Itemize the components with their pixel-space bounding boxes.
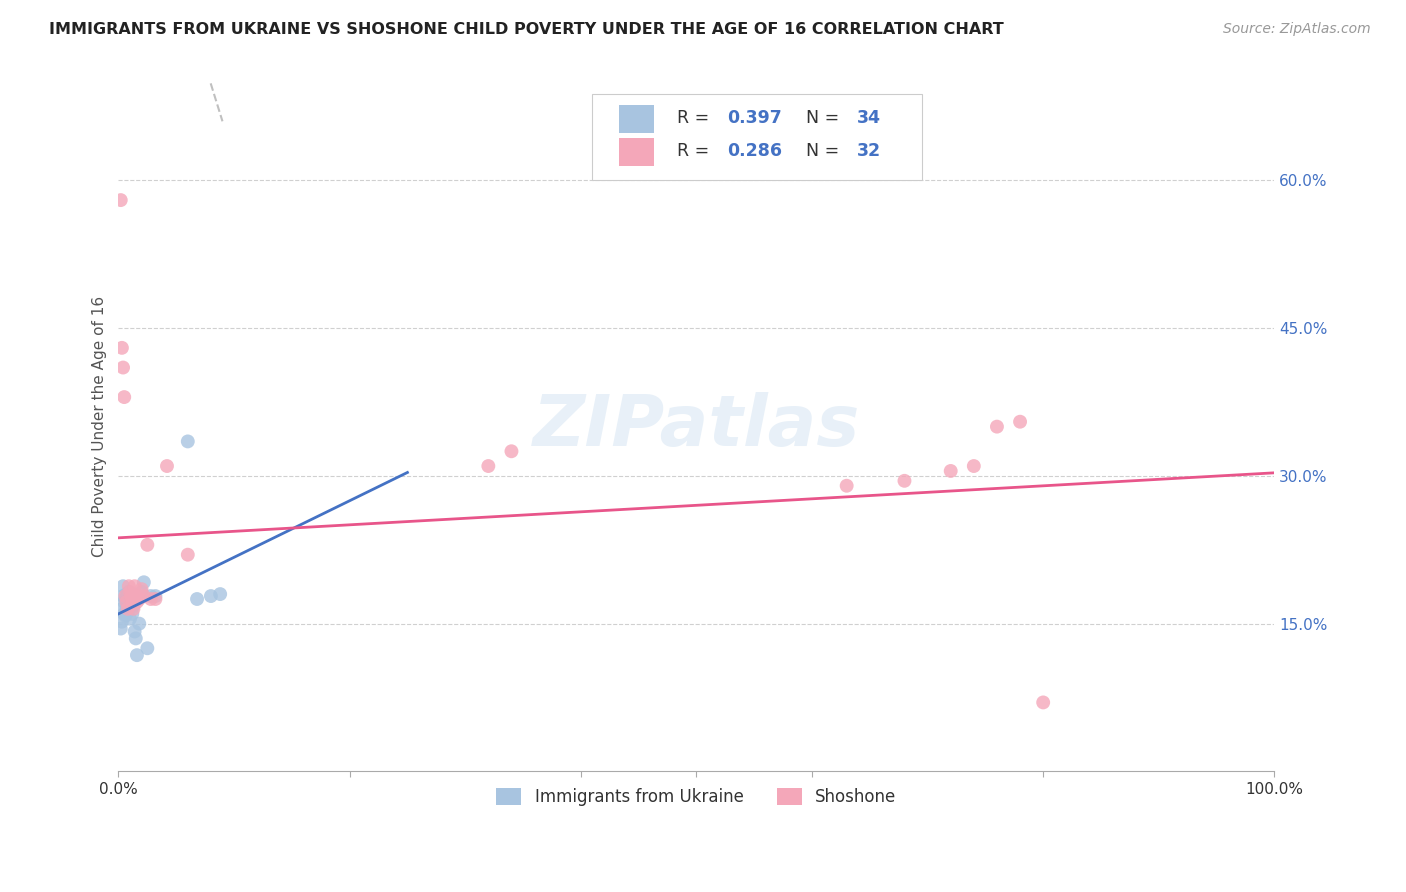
Text: 34: 34 <box>858 109 882 127</box>
Point <box>118 595 141 609</box>
Point <box>136 641 159 656</box>
Point <box>118 585 141 599</box>
Point <box>177 548 200 562</box>
Point <box>117 605 139 619</box>
Point <box>986 419 1008 434</box>
Point <box>117 589 139 603</box>
Point <box>118 599 141 613</box>
Point <box>114 608 136 623</box>
Point <box>156 458 179 473</box>
Point <box>111 615 134 629</box>
Point <box>139 589 162 603</box>
Point <box>209 587 232 601</box>
Point <box>139 592 162 607</box>
Point <box>136 538 159 552</box>
FancyBboxPatch shape <box>619 138 654 166</box>
Point <box>112 579 135 593</box>
Point <box>125 595 148 609</box>
Text: N =: N = <box>806 142 845 160</box>
Point <box>122 599 145 613</box>
Point <box>939 464 962 478</box>
Point <box>114 589 136 603</box>
Point <box>128 592 150 607</box>
Point <box>115 587 138 601</box>
Point <box>132 575 155 590</box>
Y-axis label: Child Poverty Under the Age of 16: Child Poverty Under the Age of 16 <box>93 296 107 558</box>
Point <box>121 592 143 607</box>
Point <box>112 595 135 609</box>
Point <box>186 592 208 607</box>
Point <box>111 602 134 616</box>
Point <box>125 648 148 662</box>
Point <box>118 579 141 593</box>
Text: 0.397: 0.397 <box>728 109 782 127</box>
Point <box>131 582 153 596</box>
Point <box>477 458 499 473</box>
Point <box>121 597 143 611</box>
Point <box>115 602 138 616</box>
Point <box>125 632 148 646</box>
Point <box>118 585 141 599</box>
Point <box>124 579 146 593</box>
Text: 0.286: 0.286 <box>728 142 783 160</box>
Point <box>125 589 148 603</box>
Point <box>117 602 139 616</box>
Text: Source: ZipAtlas.com: Source: ZipAtlas.com <box>1223 22 1371 37</box>
Point <box>112 607 135 621</box>
Point <box>501 444 523 458</box>
Point <box>132 589 155 603</box>
Point <box>893 474 915 488</box>
Point <box>115 595 138 609</box>
Point <box>835 479 858 493</box>
Text: R =: R = <box>676 109 714 127</box>
Point <box>111 341 134 355</box>
Point <box>112 360 135 375</box>
Point <box>1010 415 1032 429</box>
Point <box>177 434 200 449</box>
FancyBboxPatch shape <box>592 94 922 180</box>
Point <box>110 622 132 636</box>
FancyBboxPatch shape <box>619 105 654 133</box>
Point <box>145 592 167 607</box>
Text: R =: R = <box>676 142 714 160</box>
Point <box>121 607 143 621</box>
Point <box>112 589 135 603</box>
Legend: Immigrants from Ukraine, Shoshone: Immigrants from Ukraine, Shoshone <box>488 780 905 814</box>
Point <box>131 585 153 599</box>
Text: ZIPatlas: ZIPatlas <box>533 392 860 461</box>
Point <box>145 589 167 603</box>
Point <box>200 589 222 603</box>
Point <box>114 592 136 607</box>
Point <box>1032 695 1054 709</box>
Point <box>118 612 141 626</box>
Point <box>110 193 132 207</box>
Point <box>112 390 135 404</box>
Point <box>120 589 142 603</box>
Point <box>124 624 146 639</box>
Text: 32: 32 <box>858 142 882 160</box>
Text: N =: N = <box>806 109 845 127</box>
Point <box>122 602 145 616</box>
Point <box>128 616 150 631</box>
Point <box>963 458 986 473</box>
Point <box>120 589 142 603</box>
Text: IMMIGRANTS FROM UKRAINE VS SHOSHONE CHILD POVERTY UNDER THE AGE OF 16 CORRELATIO: IMMIGRANTS FROM UKRAINE VS SHOSHONE CHIL… <box>49 22 1004 37</box>
